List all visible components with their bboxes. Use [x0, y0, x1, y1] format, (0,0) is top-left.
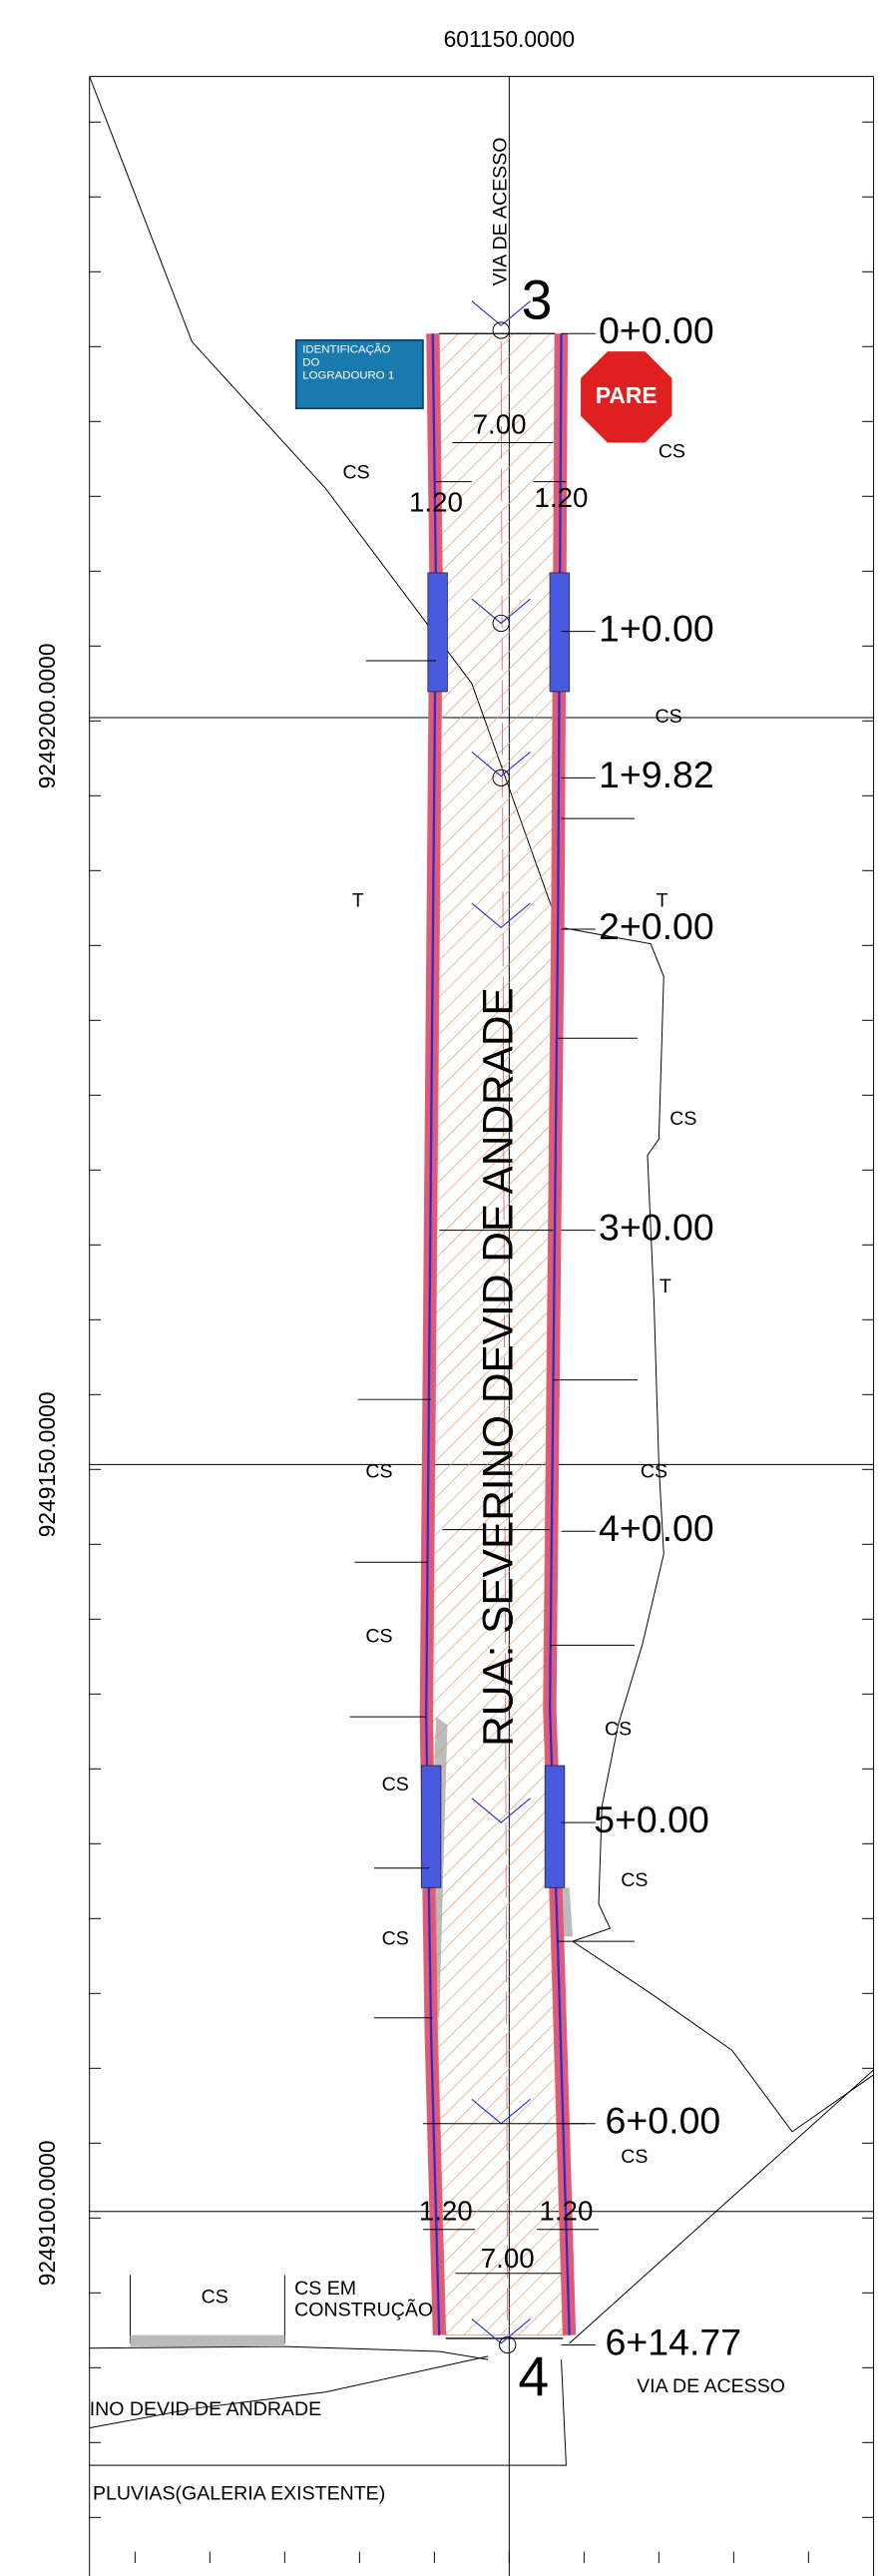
id-sign-line: LOGRADOURO 1	[302, 370, 394, 382]
annotation: CS	[641, 1461, 667, 1483]
station-label: 0+0.00	[599, 309, 714, 351]
annotation: CS	[343, 462, 370, 484]
bottom-text: INO DEVID DE ANDRADE	[90, 2398, 321, 2420]
dimension: 7.00	[481, 2243, 535, 2274]
access-label: VIA DE ACESSO	[637, 2375, 785, 2397]
annotation: CS	[365, 1625, 392, 1647]
annotation: T	[657, 889, 668, 911]
dimension: 1.20	[535, 482, 589, 513]
street-name: RUA: SEVERINO DEVID DE ANDRADE	[474, 987, 521, 1747]
annotation: CS	[365, 1461, 392, 1483]
annotation: T	[660, 1276, 671, 1297]
labels: 9249200.0000 9249150.0000 9249100.0000 0+0.…	[34, 138, 785, 2505]
dimension: 1.20	[539, 2196, 593, 2227]
road	[349, 300, 639, 2354]
access-label: VIA DE ACESSO	[489, 138, 511, 286]
annotation: CS	[659, 440, 685, 462]
dimension: 1.20	[419, 2196, 473, 2227]
annotation: CS	[669, 1108, 696, 1130]
annotation: CS	[605, 1718, 632, 1740]
annotation: CS	[202, 2286, 228, 2308]
y-coordinate: 9249200.0000	[34, 643, 60, 788]
annotation: CS	[621, 2146, 648, 2168]
dimension: 1.20	[409, 487, 463, 518]
station-label: 6+0.00	[606, 2100, 721, 2142]
annotation: CS	[621, 1869, 648, 1891]
point-number: 3	[522, 269, 553, 331]
x-coordinate: 601150.0000	[444, 26, 576, 52]
frame-ticks	[89, 121, 874, 2563]
point-number: 4	[518, 2345, 549, 2407]
id-sign: IDENTIFICAÇÃO DO LOGRADOURO 1	[294, 338, 424, 410]
y-coordinate: 9249100.0000	[34, 2140, 60, 2286]
station-label: 1+0.00	[599, 608, 714, 650]
dimension: 7.00	[473, 408, 527, 439]
bottom-text: PLUVIAS(GALERIA EXISTENTE)	[93, 2483, 385, 2505]
construction-label: CONSTRUÇÃO	[294, 2297, 433, 2320]
id-sign-line: DO	[302, 357, 319, 369]
construction-label: CS EM	[294, 2278, 356, 2300]
annotation: CS	[382, 1774, 409, 1796]
id-sign-line: IDENTIFICAÇÃO	[302, 343, 390, 356]
pare-sign: PARE	[577, 347, 675, 446]
annotation: T	[352, 889, 364, 911]
station-label: 4+0.00	[599, 1507, 714, 1549]
y-coordinate: 9249150.0000	[34, 1391, 60, 1537]
station-label: 1+9.82	[599, 754, 714, 795]
annotation: CS	[382, 1928, 409, 1950]
station-label: 2+0.00	[599, 905, 714, 947]
pare-text: PARE	[596, 382, 658, 408]
station-label: 6+14.77	[606, 2320, 742, 2362]
station-label: 5+0.00	[594, 1799, 709, 1840]
annotation: CS	[656, 706, 682, 728]
station-label: 3+0.00	[599, 1207, 714, 1249]
